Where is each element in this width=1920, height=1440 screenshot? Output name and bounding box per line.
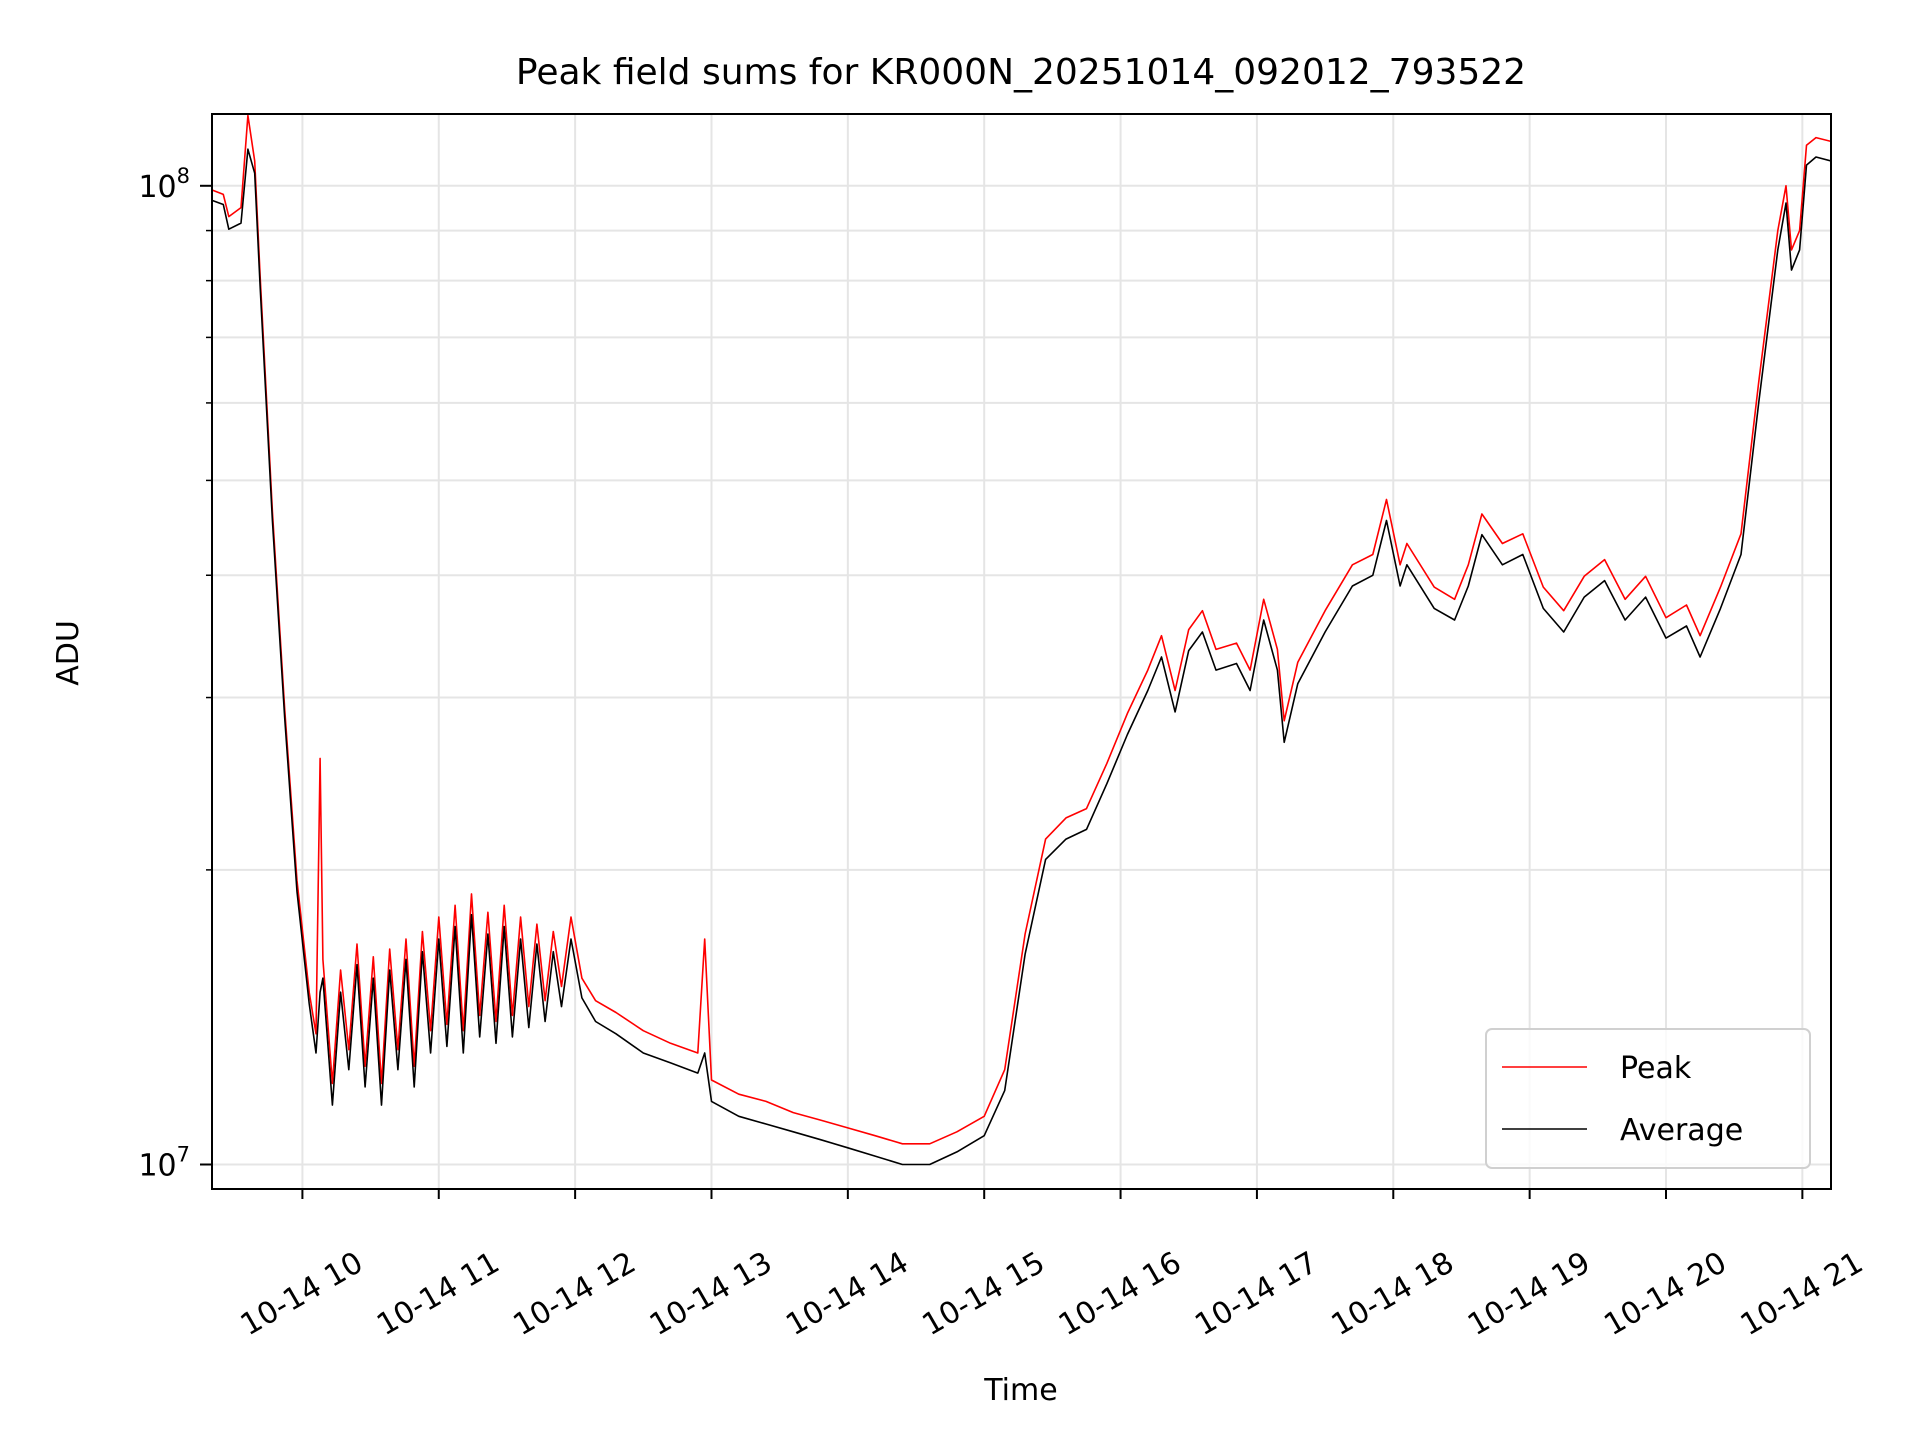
y-tick-label: 107: [138, 1143, 190, 1184]
legend-average-label: Average: [1620, 1113, 1743, 1148]
chart-title: Peak field sums for KR000N_20251014_0920…: [516, 52, 1526, 93]
x-tick-label: 10-14 16: [1053, 1245, 1187, 1343]
grid: [212, 114, 1831, 1189]
x-tick-label: 10-14 17: [1189, 1245, 1323, 1343]
x-tick-label: 10-14 19: [1462, 1245, 1596, 1343]
x-tick-label: 10-14 15: [917, 1245, 1051, 1343]
x-tick-label: 10-14 14: [780, 1245, 914, 1343]
series-average-line: [212, 148, 1831, 1166]
y-tick-label: 108: [138, 164, 190, 205]
x-tick-label: 10-14 12: [507, 1245, 641, 1343]
x-axis-label: Time: [983, 1373, 1057, 1408]
x-tick-label: 10-14 21: [1735, 1245, 1869, 1343]
legend: Peak Average: [1485, 1028, 1811, 1169]
x-tick-label: 10-14 13: [644, 1245, 778, 1343]
x-tick-label: 10-14 10: [235, 1245, 369, 1343]
legend-box: [1485, 1028, 1811, 1169]
plot-area: [212, 114, 1831, 1166]
series-peak-line: [212, 114, 1831, 1145]
x-tick-label: 10-14 20: [1598, 1245, 1732, 1343]
legend-peak-label: Peak: [1620, 1051, 1692, 1086]
y-axis-label: ADU: [51, 620, 86, 686]
x-tick-label: 10-14 18: [1326, 1245, 1460, 1343]
axes-frame: [211, 113, 1832, 1190]
x-tick-label: 10-14 11: [371, 1245, 505, 1343]
